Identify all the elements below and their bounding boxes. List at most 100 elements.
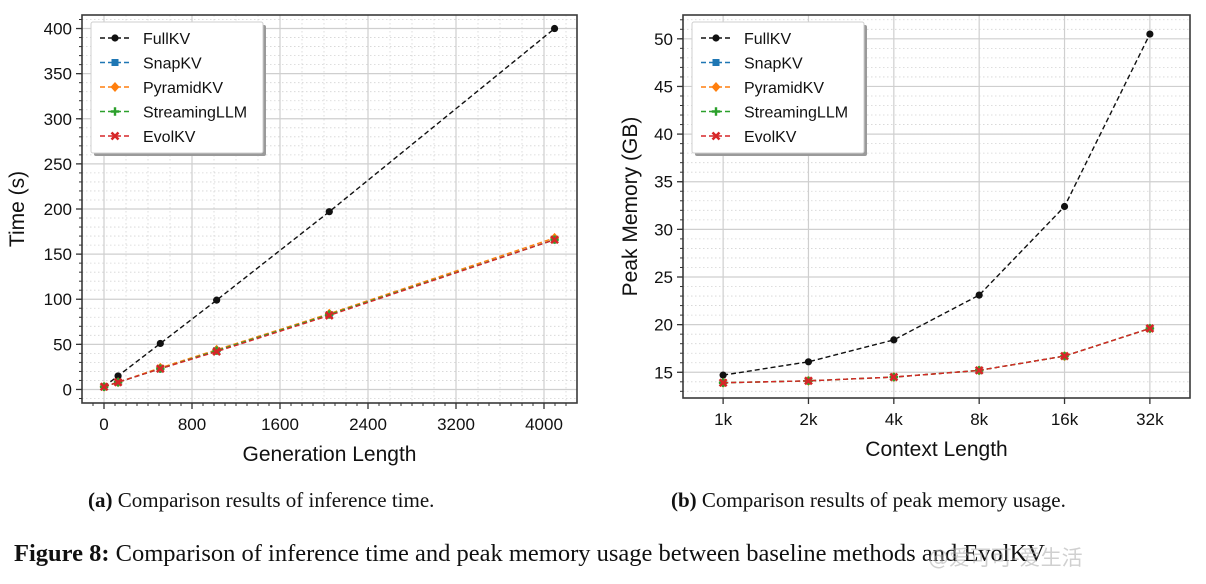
y-tick-label: 35 <box>654 173 673 192</box>
legend-marker <box>110 131 120 141</box>
x-tick-label: 3200 <box>437 415 475 434</box>
y-tick-label: 200 <box>44 200 72 219</box>
plot-frame <box>682 14 1191 399</box>
figure-caption: Figure 8: Comparison of inference time a… <box>14 540 1045 568</box>
legend-marker <box>711 107 721 116</box>
legend-label: StreamingLLM <box>143 105 247 122</box>
legend-label: EvolKV <box>143 129 196 146</box>
y-tick-label: 40 <box>654 125 673 144</box>
legend-marker <box>712 34 720 42</box>
y-tick-label: 350 <box>44 65 72 84</box>
x-tick-label: 4k <box>885 410 903 429</box>
legend-label: SnapKV <box>143 56 202 73</box>
data-point <box>113 377 123 387</box>
data-point <box>1145 324 1155 333</box>
legend-label: FullKV <box>744 31 791 48</box>
data-point <box>719 371 727 379</box>
x-tick-label: 1k <box>714 410 732 429</box>
data-point <box>325 208 333 216</box>
legend-label: StreamingLLM <box>744 105 848 122</box>
legend-item: FullKV <box>100 31 190 48</box>
data-point <box>1146 30 1154 38</box>
series-line <box>103 27 556 388</box>
legend-box <box>691 21 865 154</box>
legend-marker <box>712 59 720 66</box>
x-tick-label: 800 <box>178 415 206 434</box>
y-axis-label: Time (s) <box>6 171 29 247</box>
legend-item: EvolKV <box>100 129 196 146</box>
legend-marker <box>110 82 120 92</box>
y-tick-label: 30 <box>654 220 673 239</box>
legend: FullKV SnapKV PyramidKV StreamingLLM EvolKV <box>691 21 867 156</box>
legend-marker <box>110 107 120 116</box>
x-tick-label: 32k <box>1136 410 1164 429</box>
y-tick-label: 20 <box>654 316 673 335</box>
legend-marker <box>711 131 721 141</box>
data-point <box>550 235 559 245</box>
data-point <box>114 372 122 380</box>
data-point <box>156 339 164 348</box>
series-group <box>718 30 1155 388</box>
legend-marker <box>111 59 119 66</box>
x-tick-label: 2400 <box>349 415 387 434</box>
y-tick-label: 250 <box>44 155 72 174</box>
x-tick-label: 0 <box>99 415 108 434</box>
series-group <box>99 24 560 392</box>
y-tick-label: 45 <box>654 77 673 96</box>
subcaption-b-label: (b) <box>671 488 697 512</box>
series-streamingllm <box>99 235 559 391</box>
legend-item: StreamingLLM <box>701 105 848 122</box>
legend-item: FullKV <box>701 31 791 48</box>
legend-label: PyramidKV <box>143 80 223 97</box>
x-axis-label: Generation Length <box>243 443 417 466</box>
data-point <box>324 311 334 320</box>
x-tick-label: 8k <box>970 410 988 429</box>
y-tick-label: 50 <box>654 30 673 49</box>
legend-label: FullKV <box>143 31 190 48</box>
subcaption-b: (b) Comparison results of peak memory us… <box>671 488 1066 513</box>
data-point <box>550 24 559 33</box>
y-tick-label: 100 <box>44 290 72 309</box>
legend-item: SnapKV <box>701 56 803 73</box>
series-evolkv <box>718 324 1155 388</box>
y-axis-label: Peak Memory (GB) <box>619 117 642 297</box>
legend-label: EvolKV <box>744 129 797 146</box>
legend-item: PyramidKV <box>701 80 824 97</box>
data-point <box>890 336 898 344</box>
data-point <box>1060 202 1069 211</box>
legend-marker <box>111 34 119 42</box>
legend-label: PyramidKV <box>744 80 824 97</box>
series-line <box>723 327 1151 384</box>
legend-label: SnapKV <box>744 56 803 73</box>
y-tick-label: 50 <box>53 335 72 354</box>
data-point <box>718 378 728 388</box>
x-tick-label: 2k <box>799 410 817 429</box>
figure-caption-label: Figure 8: <box>14 540 110 567</box>
y-tick-label: 400 <box>44 20 72 39</box>
series-line <box>723 33 1151 376</box>
subcaption-b-text: Comparison results of peak memory usage. <box>696 488 1066 512</box>
data-point <box>804 358 813 366</box>
legend-item: EvolKV <box>701 129 797 146</box>
y-tick-label: 300 <box>44 110 72 129</box>
data-point <box>213 296 221 304</box>
data-point <box>99 382 109 392</box>
series-line <box>723 327 1151 384</box>
series-pyramidkv <box>718 323 1155 388</box>
legend-box <box>90 21 264 154</box>
series-evolkv <box>99 235 559 392</box>
y-tick-label: 150 <box>44 245 72 264</box>
subcaption-a-label: (a) <box>88 488 113 512</box>
y-tick-label: 25 <box>654 268 673 287</box>
data-point <box>975 291 983 299</box>
series-streamingllm <box>718 324 1155 387</box>
data-point <box>974 365 984 375</box>
y-tick-label: 15 <box>654 363 673 382</box>
x-tick-label: 1600 <box>261 415 299 434</box>
legend-item: PyramidKV <box>100 80 223 97</box>
subcaption-a-text: Comparison results of inference time. <box>112 488 435 512</box>
series-line <box>723 327 1151 384</box>
data-point <box>212 347 222 356</box>
data-point <box>155 364 165 374</box>
legend-item: SnapKV <box>100 56 202 73</box>
